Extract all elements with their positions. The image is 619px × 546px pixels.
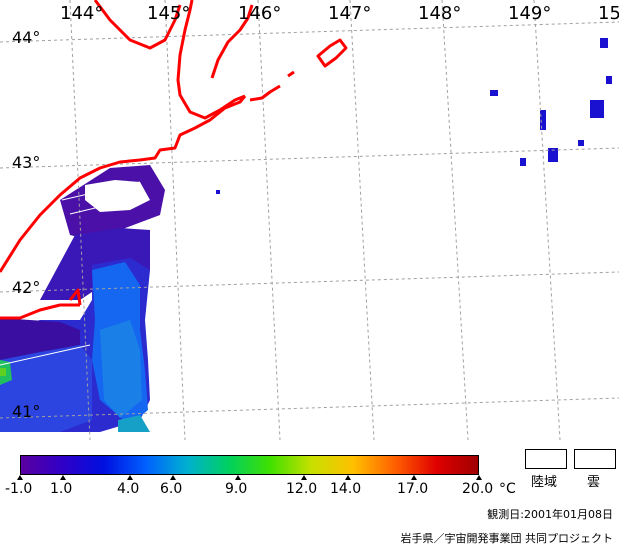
land-legend-label: 陸域 (531, 475, 558, 490)
land-legend-box (525, 449, 567, 469)
colorbar-tick-label: 6.0 (160, 481, 183, 497)
colorbar-tick-mark (60, 475, 66, 480)
lat-label-42: 42° (12, 278, 41, 297)
colorbar-tick-mark (17, 475, 23, 480)
colorbar-tick-label: 12.0 (286, 481, 318, 497)
credit-line: 岩手県／宇宙開発事業団 共同プロジェクト (400, 532, 614, 545)
colorbar-tick-mark (345, 475, 351, 480)
colorbar-tick-mark (127, 475, 133, 480)
colorbar-tick-label: 9.0 (225, 481, 248, 497)
colorbar-tick-label: -1.0 (5, 481, 33, 497)
colorbar-tick-label: 17.0 (397, 481, 429, 497)
sst-map (0, 0, 619, 440)
lon-label-148: 148° (418, 3, 462, 24)
lon-label-150: 15 (598, 3, 619, 24)
lat-label-43: 43° (12, 153, 41, 172)
colorbar-tick-label: 4.0 (117, 481, 140, 497)
colorbar-tick-mark (235, 475, 241, 480)
coastline (0, 0, 348, 320)
lon-label-147: 147° (328, 3, 372, 24)
colorbar-tick-label: 14.0 (330, 481, 362, 497)
colorbar-unit: °C (499, 481, 516, 497)
colorbar-tick-mark (301, 475, 307, 480)
lon-label-145: 145° (147, 3, 191, 24)
colorbar-tick-mark (476, 475, 482, 480)
lat-label-44: 44° (12, 28, 41, 47)
lat-label-41: 41° (12, 402, 41, 421)
lon-label-146: 146° (238, 3, 282, 24)
colorbar-tick-mark (411, 475, 417, 480)
lon-label-144: 144° (60, 3, 104, 24)
cloud-legend-label: 雲 (587, 475, 601, 490)
temperature-colorbar (20, 455, 479, 475)
colorbar-tick-label: 1.0 (50, 481, 73, 497)
cloud-legend-box (574, 449, 616, 469)
scan-lines (0, 181, 146, 366)
colorbar-tick-mark (170, 475, 176, 480)
observation-date: 観測日:2001年01月08日 (487, 508, 613, 521)
graticule (0, 0, 619, 440)
sst-data-fill (0, 38, 612, 432)
lon-label-149: 149° (508, 3, 552, 24)
colorbar-tick-label: 20.0 (462, 481, 494, 497)
